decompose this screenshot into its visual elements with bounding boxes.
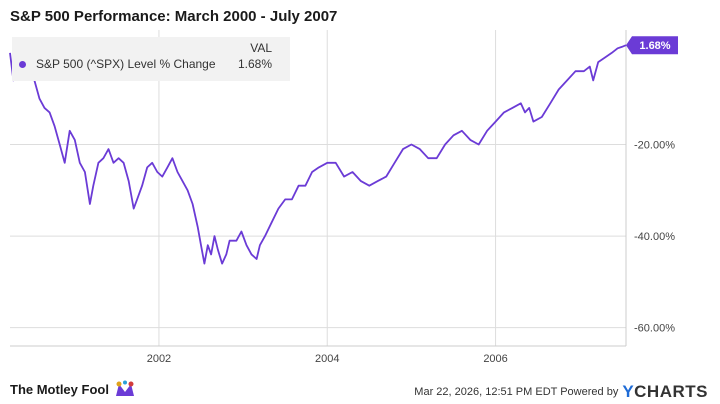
legend-series-value: 1.68% bbox=[237, 57, 272, 71]
legend-header: VAL bbox=[250, 41, 272, 55]
legend: VAL S&P 500 (^SPX) Level % Change 1.68% bbox=[12, 37, 290, 81]
motley-fool-logo[interactable]: The Motley Fool bbox=[10, 380, 136, 398]
legend-series-name: S&P 500 (^SPX) Level % Change bbox=[36, 57, 216, 71]
last-value-flag bbox=[626, 36, 678, 55]
last-value-label: 1.68% bbox=[639, 40, 670, 52]
footer-attribution: Mar 22, 2026, 12:51 PM EDT Powered by YC… bbox=[414, 382, 708, 402]
x-tick-label: 2004 bbox=[315, 353, 339, 365]
brand-text: The Motley Fool bbox=[10, 381, 109, 397]
ycharts-y-icon: Y bbox=[622, 382, 635, 401]
y-tick-label: -60.00% bbox=[634, 323, 675, 335]
jester-hat-icon bbox=[115, 380, 134, 396]
timestamp: Mar 22, 2026, 12:51 PM EDT Powered by bbox=[414, 386, 619, 398]
y-tick-label: -20.00% bbox=[634, 139, 675, 151]
series-line bbox=[9, 44, 627, 265]
ycharts-logo[interactable]: YCHARTS bbox=[622, 382, 708, 402]
x-tick-label: 2006 bbox=[483, 353, 507, 365]
ycharts-text: CHARTS bbox=[634, 382, 708, 401]
x-tick-label: 2002 bbox=[147, 353, 171, 365]
y-tick-label: -40.00% bbox=[634, 231, 675, 243]
legend-series-dot bbox=[19, 61, 26, 68]
chart-title: S&P 500 Performance: March 2000 - July 2… bbox=[10, 8, 338, 25]
